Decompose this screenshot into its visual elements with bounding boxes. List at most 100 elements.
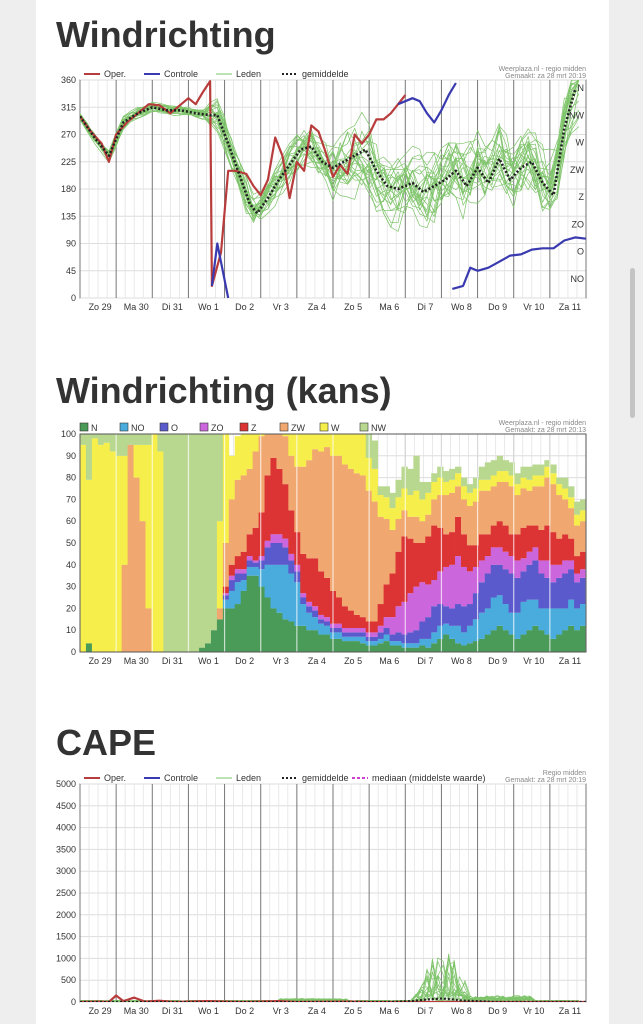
bar-segment-no	[306, 612, 313, 631]
bar-segment-zw	[484, 490, 492, 535]
bar-segment-n	[270, 608, 277, 652]
section-title-windrichting: Windrichting	[56, 14, 276, 55]
bar-segment-w	[538, 475, 545, 487]
legend-label: NW	[371, 423, 386, 433]
legend-label: O	[171, 423, 178, 433]
bar-segment-zw	[556, 495, 563, 539]
bar-segment-z	[377, 604, 384, 626]
y-tick-label: 20	[66, 603, 76, 613]
bar-segment-o	[318, 619, 325, 624]
bar-segment-w	[80, 444, 87, 652]
bar-segment-z	[490, 525, 498, 548]
bar-segment-nw	[169, 434, 176, 652]
x-tick-label: Ma 30	[124, 1006, 149, 1016]
bar-segment-zw	[437, 495, 444, 528]
y-tick-label: 135	[61, 211, 76, 221]
x-tick-label: Ma 6	[379, 302, 399, 312]
bar-segment-nw	[133, 434, 140, 445]
bar-segment-z	[508, 534, 515, 557]
source-label: Regio midden	[543, 770, 586, 777]
bar-segment-w	[425, 492, 432, 515]
y-tick-label: 360	[61, 75, 76, 85]
bar-segment-n	[455, 643, 462, 652]
bar-segment-w	[460, 486, 468, 500]
bar-segment-zo	[312, 606, 319, 611]
bar-segment-o	[240, 573, 248, 581]
bar-segment-n	[407, 647, 414, 652]
legend-swatch	[199, 422, 209, 432]
bar-segment-w	[550, 473, 557, 485]
bar-segment-o	[353, 632, 361, 637]
bar-segment-n	[222, 608, 230, 652]
bar-segment-w	[216, 521, 224, 609]
bar-segment-no	[270, 564, 277, 609]
bar-segment-o	[580, 577, 587, 605]
bar-segment-zw	[383, 519, 390, 585]
bar-segment-zo	[502, 551, 510, 570]
page-scrollbar[interactable]	[630, 268, 635, 418]
bar-segment-n	[460, 645, 468, 652]
legend-label-controle: Controle	[164, 773, 198, 783]
source-label: Weerplaza.nl - regio midden	[499, 420, 587, 427]
bar-segment-zo	[449, 564, 456, 609]
bar-segment-no	[276, 564, 283, 613]
bar-segment-w	[449, 479, 456, 493]
bar-segment-n	[341, 641, 349, 652]
bar-segment-zw	[371, 501, 379, 622]
bar-segment-z	[419, 543, 426, 583]
bar-segment-w	[318, 434, 325, 452]
chart-cape: 0 500 1000 1500 2000 2500 3000 3500 4000 4500 5000…	[56, 768, 611, 1024]
legend-label-leden: Leden	[236, 773, 261, 783]
bar-segment-zo	[234, 569, 242, 574]
bar-segment-zo	[288, 553, 295, 561]
bar-segment-w	[520, 477, 527, 489]
bar-segment-n	[306, 630, 313, 652]
legend-label-oper: Oper.	[104, 69, 126, 79]
bar-segment-zo	[556, 564, 563, 578]
bar-segment-w	[324, 434, 331, 448]
bar-segment-w	[85, 479, 93, 644]
bar-segment-zw	[258, 436, 265, 513]
bar-segment-zo	[347, 628, 355, 633]
bar-segment-zo	[526, 551, 533, 565]
bar-segment-o	[264, 547, 271, 565]
bar-segment-w	[455, 473, 462, 487]
x-tick-label: Do 9	[488, 656, 507, 666]
bar-segment-no	[526, 599, 533, 631]
bar-segment-z	[359, 617, 367, 629]
bar-segment-nw	[490, 460, 498, 476]
bar-segment-zw	[359, 475, 367, 618]
bar-segment-zw	[472, 501, 480, 546]
bar-segment-z	[431, 525, 438, 581]
bar-segment-zo	[300, 593, 307, 598]
bar-segment-o	[478, 582, 486, 613]
bar-segment-zo	[472, 566, 480, 594]
bar-segment-n	[300, 625, 307, 652]
bar-segment-o	[294, 571, 301, 583]
bar-segment-zo	[484, 556, 492, 574]
bar-segment-nw	[443, 471, 450, 482]
bar-segment-w	[151, 434, 158, 652]
bar-segment-nw	[371, 440, 379, 469]
bar-segment-nw	[85, 434, 93, 480]
bar-segment-no	[234, 582, 242, 605]
bar-segment-n	[371, 645, 379, 652]
bar-segment-z	[460, 534, 468, 567]
bar-segment-zo	[335, 623, 343, 629]
legend-swatch	[319, 422, 329, 432]
bar-segment-w	[359, 434, 367, 476]
bar-segment-no	[484, 608, 492, 635]
bar-segment-z	[496, 521, 504, 548]
bar-segment-n	[240, 590, 248, 652]
bar-segment-w	[91, 438, 99, 652]
bar-segment-z	[270, 457, 277, 535]
bar-segment-o	[324, 621, 331, 626]
bar-segment-nw	[425, 481, 432, 493]
bar-segment-zo	[294, 564, 301, 572]
cape-svg: 0 500 1000 1500 2000 2500 3000 3500 4000 4500 5000…	[56, 770, 587, 1016]
bar-segment-n	[353, 641, 361, 652]
legend-label-mediaan: mediaan (middelste waarde)	[372, 773, 486, 783]
x-tick-label: Za 4	[308, 302, 326, 312]
bar-segment-zw	[276, 434, 283, 469]
bar-segment-nw	[389, 492, 396, 509]
